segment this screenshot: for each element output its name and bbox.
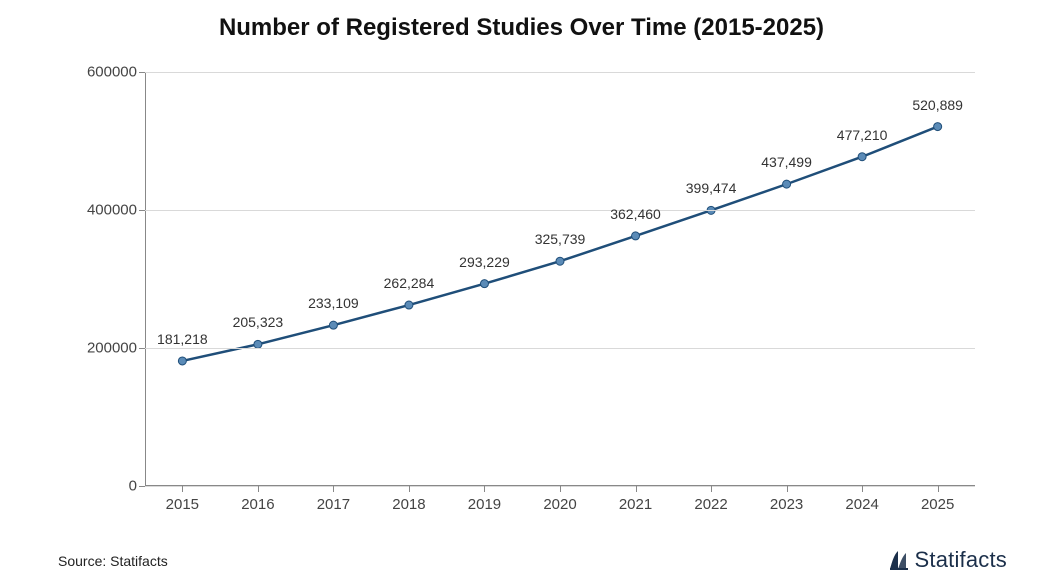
x-tick-label: 2017: [317, 486, 350, 513]
y-tick-label: 0: [129, 478, 145, 495]
gridline: [145, 72, 975, 73]
y-tick-label: 200000: [87, 340, 145, 357]
data-label: 362,460: [610, 206, 661, 222]
data-marker: [329, 321, 337, 329]
data-marker: [556, 257, 564, 265]
x-tick-label: 2023: [770, 486, 803, 513]
data-label: 437,499: [761, 154, 812, 170]
data-label: 205,323: [233, 314, 284, 330]
plot-area: 0200000400000600000201520162017201820192…: [145, 72, 975, 486]
chart-container: Number of Registered Studies Over Time (…: [0, 0, 1043, 587]
data-marker: [632, 232, 640, 240]
data-marker: [178, 357, 186, 365]
x-tick-label: 2018: [392, 486, 425, 513]
source-text: Source: Statifacts: [58, 553, 168, 569]
data-label: 262,284: [384, 275, 435, 291]
gridline: [145, 210, 975, 211]
data-label: 293,229: [459, 254, 510, 270]
data-label: 181,218: [157, 331, 208, 347]
brand-text: Statifacts: [915, 547, 1007, 573]
x-tick-label: 2015: [166, 486, 199, 513]
x-tick-label: 2025: [921, 486, 954, 513]
data-label: 325,739: [535, 231, 586, 247]
data-marker: [934, 123, 942, 131]
data-label: 520,889: [912, 97, 963, 113]
x-tick-label: 2022: [694, 486, 727, 513]
y-tick-label: 600000: [87, 64, 145, 81]
data-marker: [858, 153, 866, 161]
chart-title: Number of Registered Studies Over Time (…: [0, 14, 1043, 42]
x-tick-label: 2020: [543, 486, 576, 513]
data-marker: [480, 280, 488, 288]
data-marker: [405, 301, 413, 309]
x-tick-label: 2024: [845, 486, 878, 513]
data-label: 477,210: [837, 127, 888, 143]
x-tick-label: 2021: [619, 486, 652, 513]
data-label: 399,474: [686, 180, 737, 196]
brand-icon: [887, 548, 911, 572]
data-marker: [783, 180, 791, 188]
x-tick-label: 2019: [468, 486, 501, 513]
x-tick-label: 2016: [241, 486, 274, 513]
brand-logo: Statifacts: [887, 547, 1007, 573]
y-tick-label: 400000: [87, 202, 145, 219]
data-label: 233,109: [308, 295, 359, 311]
gridline: [145, 348, 975, 349]
